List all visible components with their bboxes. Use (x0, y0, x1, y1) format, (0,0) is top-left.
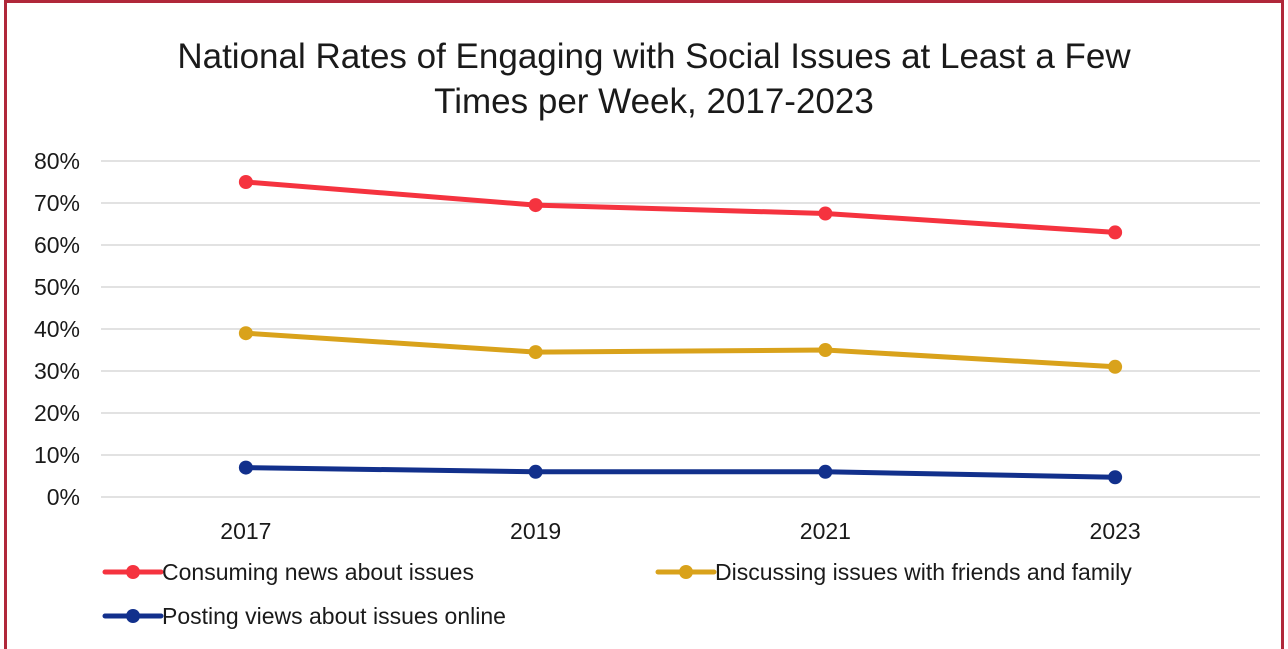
data-point (528, 464, 543, 479)
legend-item: Consuming news about issues (102, 559, 474, 585)
series-line (243, 330, 1118, 370)
legend-swatch-marker (679, 565, 693, 579)
series-line (243, 465, 1118, 480)
legend-item: Discussing issues with friends and famil… (655, 559, 1132, 585)
series-2 (238, 460, 1123, 485)
y-axis-ticks: 0% 10% 20% 30% 40% 50% 60% 70% 80% (34, 148, 80, 510)
x-tick-label: 2021 (800, 518, 851, 544)
chart-title-line-2: Times per Week, 2017-2023 (434, 82, 874, 121)
data-point (238, 326, 253, 341)
legend-label: Posting views about issues online (162, 603, 506, 629)
data-point (818, 343, 833, 357)
y-tick-label: 50% (34, 274, 80, 300)
y-tick-label: 30% (34, 358, 80, 384)
y-tick-label: 80% (34, 148, 80, 174)
legend-label: Discussing issues with friends and famil… (715, 559, 1132, 585)
y-tick-label: 0% (47, 484, 80, 510)
data-point (818, 464, 833, 479)
x-axis-ticks: 2017 2019 2021 2023 (220, 518, 1140, 544)
y-tick-label: 20% (34, 400, 80, 426)
data-point (528, 198, 543, 213)
chart-title-line-1: National Rates of Engaging with Social I… (177, 37, 1131, 76)
data-point (1108, 359, 1123, 374)
legend-item: Posting views about issues online (102, 603, 506, 629)
legend-swatch-marker (126, 565, 140, 579)
chart-frame (4, 0, 1284, 649)
y-tick-label: 60% (34, 232, 80, 258)
x-tick-label: 2023 (1090, 518, 1141, 544)
data-point (818, 206, 833, 221)
y-tick-label: 40% (34, 316, 80, 342)
series-line (243, 179, 1118, 235)
data-point (528, 345, 543, 360)
y-tick-label: 70% (34, 190, 80, 216)
data-point (1108, 225, 1123, 240)
legend-label: Consuming news about issues (162, 559, 474, 585)
y-tick-label: 10% (34, 442, 80, 468)
series-1 (238, 326, 1123, 374)
x-tick-label: 2017 (220, 518, 271, 544)
x-tick-label: 2019 (510, 518, 561, 544)
data-point (1108, 470, 1123, 485)
gridlines (101, 160, 1260, 498)
chart-title: National Rates of Engaging with Social I… (177, 37, 1131, 121)
series-0 (238, 175, 1123, 240)
data-point (238, 460, 253, 475)
legend-swatch-marker (126, 609, 140, 623)
series-lines (238, 175, 1123, 485)
legend: Consuming news about issues Discussing is… (102, 559, 1132, 629)
data-point (238, 175, 253, 189)
